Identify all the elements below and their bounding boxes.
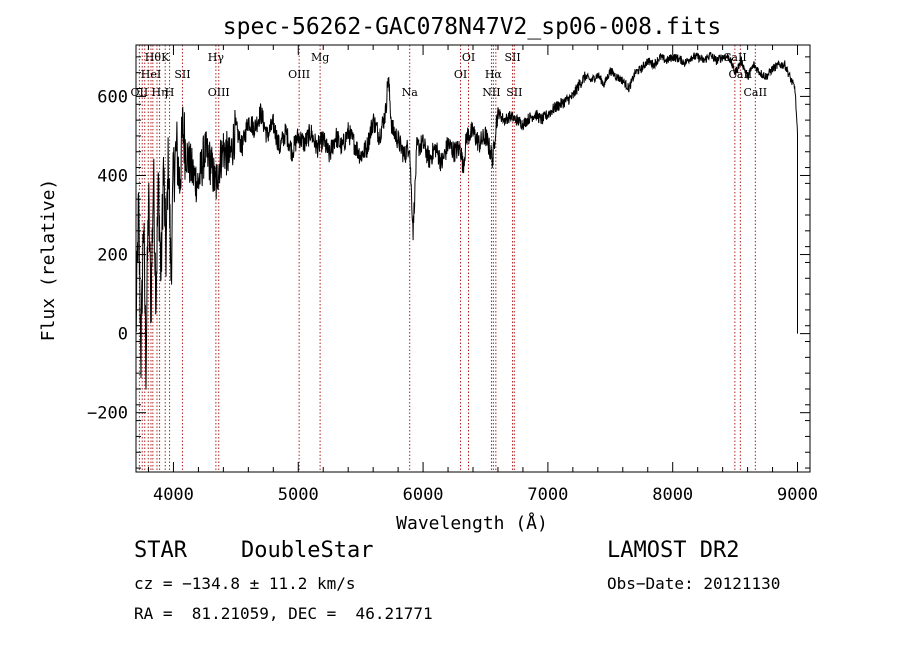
object-subclass: DoubleStar <box>241 538 374 563</box>
spectral-line-markers <box>138 45 756 472</box>
coordinates: RA = 81.21059, DEC = 46.21771 <box>134 604 433 623</box>
spectral-line-label: OI <box>462 51 475 64</box>
survey-name: LAMOST DR2 <box>607 538 740 563</box>
y-tick-label: 200 <box>97 246 128 266</box>
spectral-line-label: NII <box>482 86 500 99</box>
spectral-line-label: SII <box>506 86 522 99</box>
x-tick-label: 5000 <box>278 485 319 505</box>
spectral-line-label: Mg <box>311 51 329 64</box>
redshift-velocity: cz = −134.8 ± 11.2 km/s <box>134 574 356 593</box>
x-tick-label: 6000 <box>403 485 444 505</box>
spectrum-line <box>135 51 798 390</box>
x-axis-label: Wavelength (Å) <box>396 512 548 534</box>
spectral-line-label: HeI <box>141 68 161 81</box>
y-tick-label: 0 <box>118 325 128 345</box>
spectral-line-label: Hθ <box>145 51 162 64</box>
plot-frame <box>135 44 811 473</box>
spectral-line-label: K <box>161 51 170 64</box>
spectral-line-label: Hη <box>151 86 167 99</box>
y-axis: −200 0 200 400 600 <box>87 56 810 469</box>
spectral-line-labels: OIIHeIHθHηKHSIIHγOIIIOIIIMgNaOIOINIIHαSI… <box>131 51 768 99</box>
spectral-line-label: OIII <box>288 68 310 81</box>
spectral-line-label: Hα <box>485 68 503 81</box>
y-tick-label: 600 <box>97 87 128 107</box>
spectral-line-label: SII <box>504 51 520 64</box>
spectral-line-label: OI <box>454 68 467 81</box>
x-tick-label: 7000 <box>527 485 568 505</box>
spectral-line-label: OII <box>131 86 149 99</box>
spectral-line-label: OIII <box>208 86 230 99</box>
y-axis-label: Flux (relative) <box>38 179 59 342</box>
object-class: STAR <box>134 538 187 563</box>
x-tick-label: 4000 <box>153 485 194 505</box>
x-tick-label: 8000 <box>652 485 693 505</box>
x-tick-label: 9000 <box>777 485 818 505</box>
spectral-line-label: CaII <box>743 86 767 99</box>
spectral-line-label: H <box>165 86 175 99</box>
y-tick-label: −200 <box>87 404 128 424</box>
spectral-line-label: SII <box>174 68 190 81</box>
x-axis: 4000 5000 6000 7000 8000 9000 <box>147 45 818 505</box>
observation-date: Obs−Date: 20121130 <box>607 574 781 593</box>
spectral-line-label: Na <box>402 86 419 99</box>
y-tick-label: 400 <box>97 166 128 186</box>
chart-title: spec-56262-GAC078N47V2_sp06-008.fits <box>223 14 722 40</box>
spectral-line-label: Hγ <box>208 51 225 64</box>
